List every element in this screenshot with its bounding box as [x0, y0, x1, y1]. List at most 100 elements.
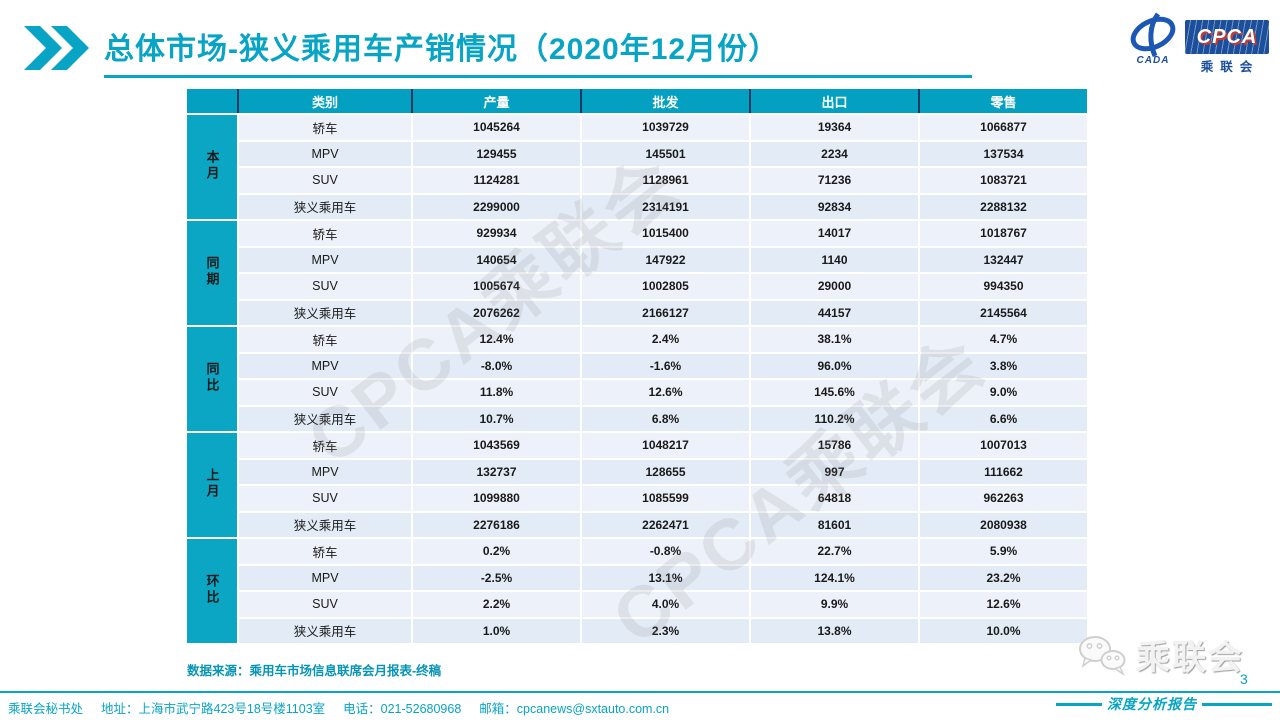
table-row: MPV 129455 145501 2234 137534 [187, 141, 1087, 166]
table-row: SUV 1124281 1128961 71236 1083721 [187, 168, 1087, 193]
value-cell: 124.1% [751, 565, 918, 590]
row-group-label: 环比 [187, 539, 237, 643]
footer-divider-line [0, 691, 1280, 693]
value-cell: 1005674 [413, 274, 580, 299]
value-cell: -1.6% [582, 353, 749, 378]
cada-text: CADA [1136, 55, 1170, 66]
footer-phone: 电话：021-52680968 [343, 702, 462, 716]
table-row: 上月 轿车 1043569 1048217 15786 1007013 [187, 433, 1087, 537]
category-cell: 狭义乘用车 [239, 406, 411, 431]
value-cell: 2080938 [920, 512, 1087, 537]
value-cell: 1039729 [582, 115, 749, 140]
value-cell: 132447 [920, 247, 1087, 272]
value-cell: 1.0% [413, 618, 580, 643]
value-cell: 2166127 [582, 300, 749, 325]
value-cell: 1085599 [582, 486, 749, 511]
double-chevron-icon [24, 26, 89, 70]
wechat-icon [1079, 635, 1126, 676]
value-cell: 71236 [751, 168, 918, 193]
value-cell: 145501 [582, 141, 749, 166]
cpca-chinese-name: 乘联会 [1200, 60, 1260, 74]
value-cell: 12.6% [582, 380, 749, 405]
value-cell: 111662 [920, 459, 1087, 484]
table-row: 同期 轿车 929934 1015400 14017 1018767 [187, 221, 1087, 325]
table-row: MPV 132737 128655 997 111662 [187, 459, 1087, 484]
value-cell: 13.8% [751, 618, 918, 643]
value-cell: -8.0% [413, 353, 580, 378]
value-cell: 9.0% [920, 380, 1087, 405]
value-cell: 1015400 [582, 221, 749, 246]
value-cell: 2234 [751, 141, 918, 166]
label-dash-left [1056, 702, 1102, 706]
category-cell: 狭义乘用车 [239, 300, 411, 325]
table-row: 狭义乘用车 1.0% 2.3% 13.8% 10.0% [187, 618, 1087, 643]
wechat-badge: 乘联会 [1076, 630, 1244, 679]
value-cell: 6.8% [582, 406, 749, 431]
category-cell: 轿车 [239, 115, 411, 140]
value-cell: 2276186 [413, 512, 580, 537]
table-header: 类别 产量 批发 出口 零售 [187, 89, 1087, 113]
table-row: 环比 轿车 0.2% -0.8% 22.7% 5.9% [187, 539, 1087, 643]
footer-org: 乘联会秘书处 [8, 702, 84, 716]
value-cell: 110.2% [751, 406, 918, 431]
value-cell: 4.0% [582, 592, 749, 617]
category-cell: 狭义乘用车 [239, 618, 411, 643]
value-cell: 2262471 [582, 512, 749, 537]
category-cell: 狭义乘用车 [239, 194, 411, 219]
category-cell: MPV [239, 247, 411, 272]
wechat-badge-text: 乘联会 [1136, 639, 1244, 677]
value-cell: 962263 [920, 486, 1087, 511]
category-cell: MPV [239, 353, 411, 378]
page-title: 总体市场-狭义乘用车产销情况（2020年12月份） [104, 24, 972, 78]
value-cell: 81601 [751, 512, 918, 537]
value-cell: 2299000 [413, 194, 580, 219]
table-row: MPV -2.5% 13.1% 124.1% 23.2% [187, 565, 1087, 590]
category-cell: 轿车 [239, 221, 411, 246]
table-row: 狭义乘用车 2276186 2262471 81601 2080938 [187, 512, 1087, 537]
row-group-label: 同期 [187, 221, 237, 325]
table-body: 本月 轿车 1045264 1039729 19364 1066877 MPV 129455 1… [187, 115, 1087, 643]
table-header-row: 类别 产量 批发 出口 零售 [187, 89, 1087, 113]
table-row: MPV 140654 147922 1140 132447 [187, 247, 1087, 272]
value-cell: 12.4% [413, 327, 580, 352]
value-cell: 128655 [582, 459, 749, 484]
value-cell: 3.8% [920, 353, 1087, 378]
value-cell: 15786 [751, 433, 918, 458]
value-cell: -2.5% [413, 565, 580, 590]
value-cell: 1128961 [582, 168, 749, 193]
value-cell: 147922 [582, 247, 749, 272]
value-cell: 10.7% [413, 406, 580, 431]
category-cell: 轿车 [239, 539, 411, 564]
value-cell: 1007013 [920, 433, 1087, 458]
value-cell: 2.2% [413, 592, 580, 617]
value-cell: 13.1% [582, 565, 749, 590]
table-row: 狭义乘用车 10.7% 6.8% 110.2% 6.6% [187, 406, 1087, 431]
swoosh-icon [1130, 12, 1176, 57]
table-row: SUV 1099880 1085599 64818 962263 [187, 486, 1087, 511]
table-row: SUV 2.2% 4.0% 9.9% 12.6% [187, 592, 1087, 617]
value-cell: 1002805 [582, 274, 749, 299]
value-cell: 6.6% [920, 406, 1087, 431]
value-cell: 23.2% [920, 565, 1087, 590]
value-cell: 4.7% [920, 327, 1087, 352]
value-cell: 140654 [413, 247, 580, 272]
column-header: 批发 [582, 89, 749, 113]
cpca-text: CPCA [1196, 25, 1258, 48]
page-number: 3 [1240, 671, 1248, 687]
column-header: 出口 [751, 89, 918, 113]
value-cell: 44157 [751, 300, 918, 325]
value-cell: 14017 [751, 221, 918, 246]
category-cell: SUV [239, 168, 411, 193]
value-cell: 29000 [751, 274, 918, 299]
category-cell: SUV [239, 486, 411, 511]
row-group-label: 本月 [187, 115, 237, 219]
value-cell: -0.8% [582, 539, 749, 564]
table-row: MPV -8.0% -1.6% 96.0% 3.8% [187, 353, 1087, 378]
value-cell: 2288132 [920, 194, 1087, 219]
value-cell: 1099880 [413, 486, 580, 511]
value-cell: 994350 [920, 274, 1087, 299]
column-header: 产量 [413, 89, 580, 113]
production-sales-table: 类别 产量 批发 出口 零售 本月 轿车 1045264 1039729 19364 106687… [185, 87, 1089, 645]
value-cell: 96.0% [751, 353, 918, 378]
